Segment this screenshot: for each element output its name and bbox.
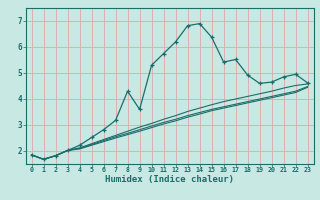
X-axis label: Humidex (Indice chaleur): Humidex (Indice chaleur) (105, 175, 234, 184)
